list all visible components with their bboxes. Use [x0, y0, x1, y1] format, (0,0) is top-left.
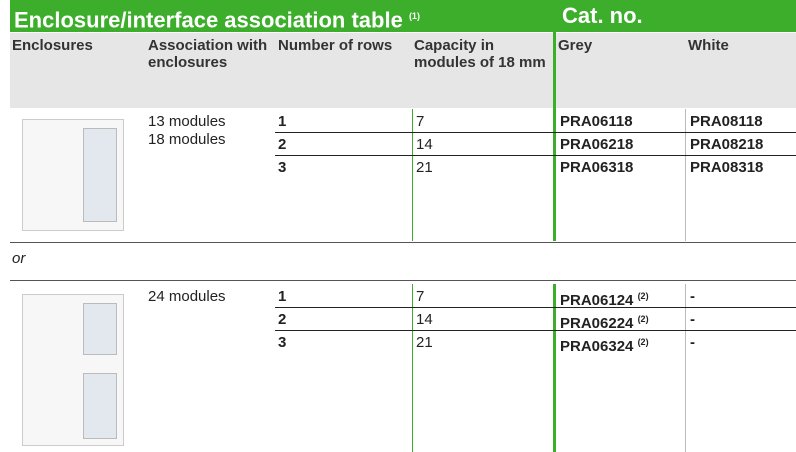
group-separator	[10, 280, 796, 281]
column-header: Capacity in modules of 18 mm	[414, 37, 546, 71]
grey-ref: PRA06318	[560, 157, 633, 178]
row-rule	[275, 307, 796, 308]
or-label: or	[12, 250, 26, 267]
grey-code: PRA06218	[560, 136, 634, 153]
column-header: Number of rows	[278, 37, 393, 54]
row-count: 1	[278, 288, 287, 305]
capacity: 21	[416, 159, 433, 176]
capacity: 7	[416, 113, 425, 130]
capacity: 7	[416, 288, 425, 305]
row-count: 2	[278, 311, 287, 328]
grey-ref: PRA06224 (2)	[560, 309, 649, 334]
capacity: 14	[416, 136, 433, 153]
column-header: White	[688, 37, 729, 54]
grey-ref: PRA06124 (2)	[560, 286, 649, 311]
association-text: 24 modules	[148, 288, 226, 305]
enclosure-pane	[83, 303, 117, 355]
catalog-header: Cat. no.	[556, 0, 796, 32]
grey-code: PRA06124	[560, 292, 634, 309]
enclosure-image	[22, 294, 124, 446]
column-header: Association with enclosures	[148, 37, 268, 71]
capacity: 14	[416, 311, 433, 328]
white-ref: -	[690, 334, 695, 351]
row-count: 2	[278, 136, 287, 153]
column-rule	[685, 284, 686, 452]
grey-ref: PRA06118	[560, 111, 633, 132]
enclosure-image	[22, 119, 124, 231]
column-rule	[412, 109, 413, 241]
capacity: 21	[416, 334, 433, 351]
row-count: 3	[278, 334, 287, 351]
enclosure-pane	[83, 128, 117, 222]
grey-ref: PRA06218	[560, 134, 633, 155]
grey-note: (2)	[637, 314, 649, 324]
subheader-bg	[10, 33, 553, 108]
grey-code: PRA06324	[560, 338, 634, 355]
subheader-bg	[556, 33, 796, 108]
column-rule	[553, 284, 556, 452]
grey-note: (2)	[637, 337, 649, 347]
white-ref: PRA08318	[690, 159, 764, 176]
row-count: 3	[278, 159, 287, 176]
white-ref: -	[690, 311, 695, 328]
column-rule	[685, 109, 686, 241]
row-count: 1	[278, 113, 287, 130]
grey-note: (2)	[637, 291, 649, 301]
association-text: 18 modules	[148, 131, 226, 148]
column-header: Enclosures	[12, 37, 93, 54]
grey-code: PRA06224	[560, 315, 634, 332]
column-rule	[553, 0, 556, 241]
association-text: 13 modules	[148, 113, 226, 130]
catalog-title: Cat. no.	[562, 3, 643, 28]
white-ref: -	[690, 288, 695, 305]
table-title-bar: Enclosure/interface association table (1…	[10, 0, 553, 32]
row-rule	[275, 330, 796, 331]
grey-code: PRA06318	[560, 159, 634, 176]
row-rule	[275, 155, 796, 156]
grey-code: PRA06118	[560, 113, 633, 130]
white-ref: PRA08118	[690, 113, 763, 130]
group-separator	[10, 242, 796, 243]
row-rule	[275, 132, 796, 133]
column-rule	[412, 284, 413, 452]
column-header: Grey	[558, 37, 593, 54]
enclosure-pane	[83, 373, 117, 439]
grey-ref: PRA06324 (2)	[560, 332, 649, 357]
white-ref: PRA08218	[690, 136, 764, 153]
title-note: (1)	[408, 11, 420, 21]
table-title: Enclosure/interface association table	[14, 7, 403, 33]
